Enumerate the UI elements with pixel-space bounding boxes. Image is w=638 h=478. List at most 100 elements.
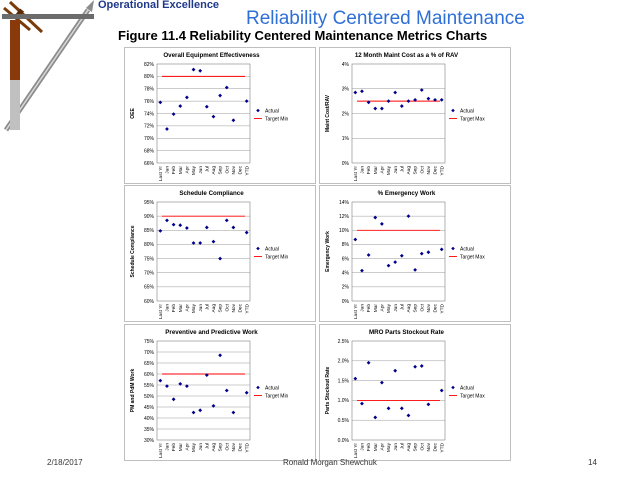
data-point — [204, 373, 209, 377]
x-tick-label: May — [386, 165, 392, 175]
x-tick-label: Sep — [413, 166, 419, 175]
y-tick-label: 75% — [144, 256, 155, 262]
chart-panel-emergency-work: % Emergency Work 0% 2% 4% 6% 8% 10% 12% 14% Emerg… — [319, 185, 511, 322]
data-point — [393, 260, 398, 265]
x-tick-label: Jun — [393, 443, 399, 451]
legend-actual-label: Actual — [460, 246, 474, 252]
x-tick-label: Feb — [171, 166, 177, 175]
data-point — [198, 241, 203, 245]
x-tick-label: Jun — [393, 304, 399, 312]
y-tick-label: 8% — [342, 242, 350, 248]
y-axis-label: Schedule Compliance — [130, 225, 136, 277]
x-tick-label: Sep — [218, 304, 224, 313]
chart-title: Overall Equipment Effectiveness — [163, 52, 260, 59]
legend-actual-label: Actual — [265, 246, 279, 252]
x-tick-label: Sep — [413, 443, 419, 452]
y-tick-label: 1.0% — [338, 398, 350, 404]
chart-parts-stockout: MRO Parts Stockout Rate 0.0% 0.5% 1.0% 1.5% 2… — [325, 329, 485, 459]
data-point — [366, 253, 371, 257]
x-tick-label: Last Yr — [353, 166, 359, 182]
y-tick-label: 95% — [144, 200, 155, 206]
y-tick-label: 78% — [144, 87, 155, 93]
data-point — [379, 106, 384, 111]
x-tick-label: Aug — [211, 166, 217, 175]
x-tick-label: Last Yr — [158, 166, 164, 182]
y-tick-label: 0% — [342, 299, 350, 305]
data-point — [386, 263, 391, 268]
y-tick-label: 66% — [144, 161, 155, 167]
data-point — [399, 104, 404, 108]
x-tick-label: Last Yr — [353, 443, 359, 459]
data-point — [353, 90, 358, 95]
data-point — [360, 89, 364, 94]
x-tick-label: Dec — [238, 303, 244, 312]
data-point — [224, 218, 229, 223]
y-tick-label: 1% — [342, 136, 350, 142]
y-tick-label: 68% — [144, 148, 155, 154]
x-tick-label: Sep — [218, 166, 224, 175]
x-tick-label: Mar — [373, 304, 379, 313]
data-point — [379, 222, 384, 226]
data-point — [224, 85, 229, 90]
data-point — [171, 112, 176, 117]
x-tick-label: Nov — [426, 165, 432, 174]
y-tick-label: 65% — [144, 285, 155, 291]
x-tick-label: Jun — [198, 443, 204, 451]
x-tick-label: Mar — [373, 443, 379, 452]
data-point — [406, 214, 411, 219]
chart-pm-pdm-work: Preventive and Predictive Work 30% 35% 40% 4… — [130, 329, 289, 458]
y-tick-label: 80% — [144, 74, 155, 80]
y-tick-label: 0% — [342, 161, 350, 167]
data-point — [231, 118, 236, 123]
x-tick-label: YTD — [244, 165, 250, 175]
x-tick-label: May — [191, 165, 197, 175]
x-tick-label: Apr — [184, 166, 190, 174]
data-point — [211, 404, 216, 408]
x-tick-label: Nov — [231, 303, 237, 312]
footer-page-number: 14 — [588, 458, 597, 467]
x-tick-label: Feb — [171, 304, 177, 313]
x-tick-label: Jul — [204, 166, 210, 172]
legend-actual-marker — [451, 108, 455, 113]
legend-actual-label: Actual — [460, 108, 474, 114]
data-point — [211, 114, 216, 119]
data-point — [231, 225, 236, 230]
data-point — [165, 384, 169, 388]
x-tick-label: Nov — [426, 303, 432, 312]
legend-actual-marker — [256, 385, 260, 390]
data-point — [360, 268, 364, 273]
data-point — [158, 228, 163, 233]
y-tick-label: 65% — [144, 361, 155, 367]
y-tick-label: 70% — [144, 136, 155, 142]
data-point — [171, 397, 176, 402]
data-point — [393, 90, 398, 95]
sword-logo-icon — [2, 0, 94, 132]
data-point — [244, 230, 249, 235]
x-tick-label: Feb — [366, 443, 372, 452]
y-tick-label: 2.5% — [338, 339, 350, 345]
x-tick-label: Sep — [413, 304, 419, 313]
data-point — [218, 256, 223, 261]
y-tick-label: 76% — [144, 99, 155, 105]
x-tick-label: Sep — [218, 443, 224, 452]
data-point — [413, 97, 418, 102]
legend-target-label: Target Max — [460, 393, 485, 399]
x-tick-label: Feb — [366, 304, 372, 313]
y-tick-label: 60% — [144, 299, 155, 305]
x-tick-label: Jul — [204, 443, 210, 449]
x-tick-label: Last Yr — [353, 304, 359, 320]
y-tick-label: 90% — [144, 214, 155, 220]
data-point — [386, 406, 391, 411]
x-tick-label: YTD — [244, 303, 250, 313]
data-point — [198, 68, 203, 73]
y-tick-label: 35% — [144, 427, 155, 433]
footer-date: 2/18/2017 — [47, 458, 83, 467]
x-tick-label: Dec — [238, 442, 244, 451]
chart-title: Preventive and Predictive Work — [165, 329, 258, 336]
legend-actual-marker — [451, 385, 455, 390]
legend-actual-label: Actual — [460, 385, 474, 391]
y-tick-label: 2% — [342, 285, 350, 291]
x-tick-label: Jul — [399, 443, 405, 449]
y-tick-label: 14% — [339, 200, 350, 206]
data-point — [393, 368, 398, 373]
